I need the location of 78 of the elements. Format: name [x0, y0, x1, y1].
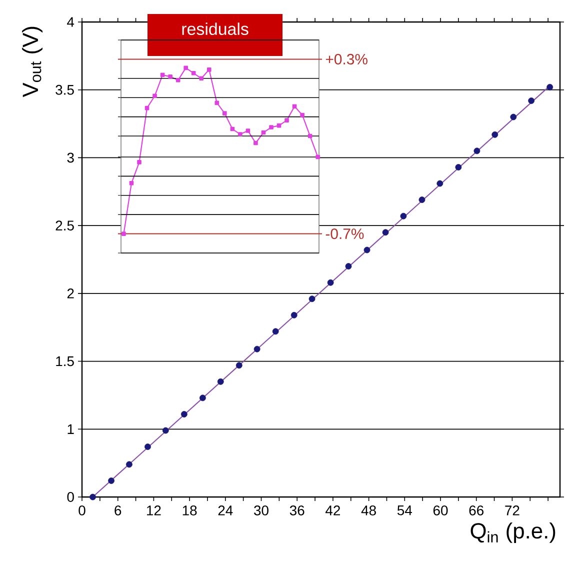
point — [236, 362, 242, 369]
point — [284, 118, 289, 122]
point — [222, 111, 227, 116]
point — [254, 346, 260, 352]
point — [292, 104, 297, 108]
point — [191, 71, 196, 76]
point — [126, 461, 132, 468]
point — [272, 328, 279, 335]
point — [345, 263, 352, 270]
x-tick-label: 48 — [361, 506, 376, 516]
y-tick-label: 0 — [67, 492, 74, 502]
point — [364, 246, 370, 254]
point — [546, 84, 554, 90]
point — [308, 134, 312, 138]
x-tick-label: 6 — [114, 506, 122, 516]
y-tick-label: 2.5 — [56, 220, 74, 231]
y-tick-label: 2 — [67, 288, 74, 298]
point — [261, 130, 266, 135]
point — [137, 160, 142, 164]
point — [108, 478, 114, 484]
point — [528, 98, 535, 104]
x-tick-label: 66 — [469, 506, 484, 516]
x-tick-label: 72 — [505, 506, 520, 516]
point — [327, 279, 334, 286]
point — [168, 74, 172, 79]
x-tick-label: 0 — [78, 506, 86, 516]
point — [129, 181, 134, 186]
point — [230, 126, 235, 132]
point — [90, 494, 96, 500]
point — [162, 427, 169, 434]
point — [382, 229, 389, 236]
point — [455, 164, 462, 170]
point — [300, 112, 304, 118]
point — [122, 232, 126, 236]
x-tick-label: 30 — [254, 506, 268, 516]
x-axis-title: Q$_{in}$ (p.e.) — [470, 522, 556, 543]
y-tick-label: 3.5 — [56, 84, 74, 95]
point — [269, 125, 274, 130]
point — [510, 114, 517, 120]
point — [400, 212, 407, 220]
y-tick-label: 4 — [67, 17, 74, 27]
point — [436, 180, 444, 187]
point — [176, 78, 180, 82]
point — [290, 312, 298, 318]
point — [474, 148, 480, 154]
point — [180, 411, 188, 418]
point — [418, 196, 426, 203]
point — [199, 76, 204, 81]
point — [152, 94, 157, 98]
point — [144, 444, 151, 450]
ref-line-label: +0.3% — [326, 54, 368, 64]
point — [316, 154, 320, 160]
x-tick-label: 12 — [147, 506, 161, 516]
point — [144, 106, 150, 110]
x-tick-label: 60 — [433, 506, 448, 516]
point — [184, 66, 188, 70]
point — [214, 100, 220, 105]
point — [492, 131, 498, 138]
y-tick-label: 1 — [68, 424, 74, 434]
x-tick-label: 18 — [182, 506, 197, 516]
ref-line-label: -0.7% — [326, 228, 364, 240]
point — [217, 378, 224, 385]
y-axis-title: V$_{out}$ (V) — [22, 26, 42, 98]
y-tick-label: 3 — [67, 152, 74, 163]
point — [276, 123, 282, 128]
point — [206, 68, 212, 72]
x-tick-label: 36 — [290, 506, 304, 516]
chart-title: residuals — [182, 22, 248, 36]
x-tick-label: 24 — [218, 506, 233, 516]
point — [246, 128, 250, 133]
y-tick-label: 1.5 — [56, 356, 74, 366]
x-tick-label: 42 — [326, 506, 340, 516]
point — [308, 296, 316, 302]
point — [199, 394, 206, 402]
point — [160, 72, 165, 78]
point — [238, 132, 242, 136]
x-tick-label: 54 — [397, 506, 412, 516]
point — [254, 140, 258, 146]
